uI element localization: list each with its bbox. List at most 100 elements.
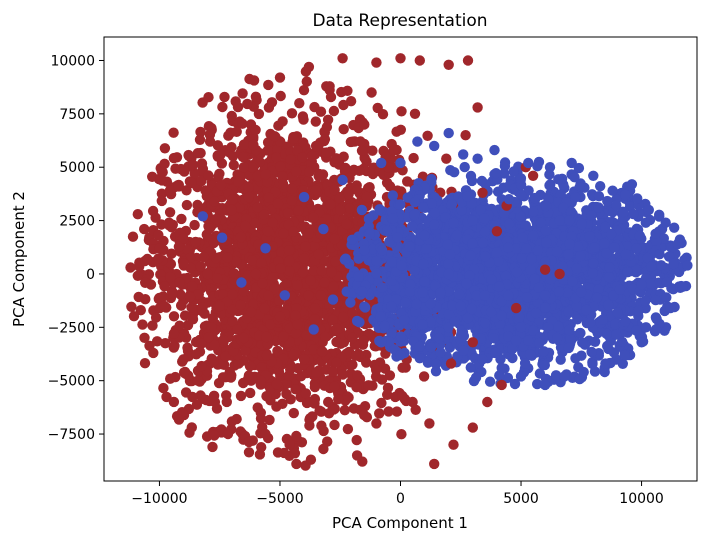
chart-title: Data Representation bbox=[312, 11, 487, 31]
red-density-point bbox=[307, 411, 318, 422]
red-density-point bbox=[195, 261, 206, 272]
red-density-point bbox=[277, 116, 288, 127]
red-density-point bbox=[361, 357, 372, 368]
red-density-point bbox=[132, 270, 143, 281]
blue-density-point bbox=[608, 347, 620, 358]
blue-density-point bbox=[446, 199, 458, 210]
red-density-point bbox=[217, 372, 229, 383]
red-density-point bbox=[300, 241, 311, 252]
red-density-point bbox=[207, 441, 218, 453]
blue-density-point bbox=[640, 295, 651, 307]
red-density-point bbox=[215, 149, 226, 160]
red-density-point bbox=[301, 330, 313, 341]
red-density-point bbox=[174, 277, 185, 288]
red-density-point bbox=[275, 161, 286, 172]
blue-density-point bbox=[574, 182, 585, 193]
blue-density-point bbox=[618, 206, 629, 218]
red-density-point bbox=[311, 367, 322, 378]
blue-density-point bbox=[417, 319, 428, 330]
red-density-point bbox=[199, 308, 210, 319]
red-density-point bbox=[246, 255, 258, 266]
red-density-point bbox=[132, 209, 143, 220]
red-density-point bbox=[397, 362, 408, 373]
red-density-point bbox=[221, 396, 232, 408]
red-density-point bbox=[204, 223, 215, 234]
red-density-point bbox=[309, 314, 321, 325]
red-density-point bbox=[355, 136, 366, 147]
red-density-point bbox=[159, 143, 171, 154]
red-density-point bbox=[237, 151, 249, 163]
red-density-point bbox=[345, 96, 357, 107]
red-density-point bbox=[158, 382, 169, 394]
red-density-point bbox=[178, 233, 189, 244]
blue-density-point bbox=[553, 174, 564, 185]
red-density-point bbox=[184, 427, 195, 438]
red-density-point bbox=[174, 320, 185, 331]
red-density-point bbox=[281, 388, 292, 400]
red-density-point bbox=[235, 390, 247, 402]
red-density-point bbox=[173, 414, 185, 425]
red-density-point bbox=[257, 278, 268, 289]
red-density-point bbox=[128, 311, 140, 322]
red-density-point bbox=[328, 105, 340, 117]
blue-density-point bbox=[661, 292, 672, 303]
blue-density-point bbox=[604, 262, 615, 273]
red-density-point bbox=[329, 233, 340, 245]
red-density-point bbox=[271, 152, 282, 163]
red-density-point bbox=[168, 311, 180, 322]
red-density-point bbox=[139, 223, 150, 235]
red-density-point bbox=[253, 108, 265, 120]
red-density-point bbox=[168, 342, 179, 353]
red-density-point bbox=[182, 272, 193, 284]
red-density-point bbox=[135, 305, 146, 316]
red-density-point bbox=[306, 150, 318, 162]
red-density-point bbox=[328, 281, 339, 292]
red-density-point bbox=[263, 79, 274, 91]
blue-density-point bbox=[430, 358, 442, 370]
red-density-point bbox=[181, 185, 192, 196]
red-density-point bbox=[297, 111, 309, 122]
red-density-point bbox=[228, 159, 239, 171]
red-density-point bbox=[290, 384, 301, 395]
red-density-point bbox=[325, 199, 336, 210]
red-density-point bbox=[187, 281, 198, 292]
red-density-point bbox=[225, 372, 237, 383]
red-density-point bbox=[209, 196, 220, 207]
red-density-point bbox=[396, 429, 407, 440]
red-density-point bbox=[315, 290, 327, 301]
red-density-point bbox=[227, 316, 238, 327]
red-density-point bbox=[300, 388, 312, 399]
red-density-point bbox=[391, 406, 403, 417]
blue-density-point bbox=[465, 362, 476, 373]
red-density-point bbox=[278, 228, 289, 239]
red-density-point bbox=[244, 169, 255, 181]
blue-density-point bbox=[666, 283, 677, 294]
red-density-point bbox=[179, 310, 191, 321]
red-density-point bbox=[351, 434, 362, 446]
blue-density-point bbox=[502, 372, 514, 384]
red-density-point bbox=[203, 332, 214, 343]
red-density-point bbox=[347, 308, 358, 319]
blue-density-point bbox=[528, 206, 539, 217]
blue-density-point bbox=[470, 372, 482, 383]
blue-density-point bbox=[384, 236, 395, 247]
blue-density-point bbox=[595, 181, 606, 192]
red-density-point bbox=[238, 139, 250, 150]
blue-density-point bbox=[409, 209, 420, 221]
red-density-point bbox=[166, 248, 177, 259]
red-density-point bbox=[290, 327, 302, 339]
red-density-point bbox=[215, 179, 227, 191]
blue-density-point bbox=[524, 349, 536, 360]
red-density-point bbox=[309, 303, 321, 314]
red-density-point bbox=[304, 166, 315, 178]
red-density-point bbox=[218, 334, 229, 346]
red-density-point bbox=[200, 185, 211, 196]
red-density-point bbox=[284, 265, 295, 277]
red-density-point bbox=[321, 147, 332, 158]
blue-density-point bbox=[650, 236, 662, 247]
red-density-point bbox=[139, 332, 150, 343]
red-density-point bbox=[238, 286, 250, 297]
red-density-point bbox=[281, 378, 292, 389]
red-density-point bbox=[318, 425, 329, 437]
red-density-point bbox=[168, 152, 180, 164]
